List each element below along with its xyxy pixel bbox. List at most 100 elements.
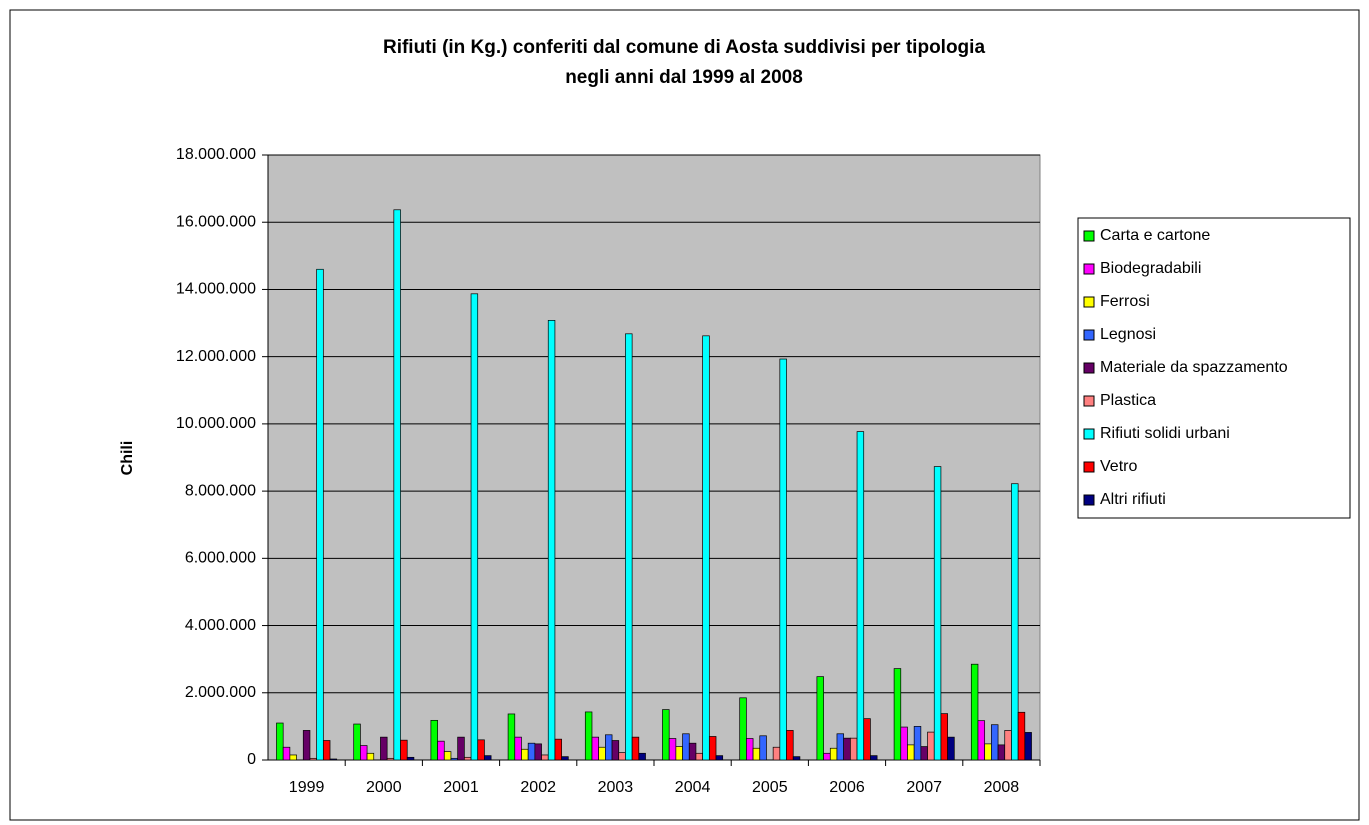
legend-label: Biodegradabili: [1100, 260, 1201, 277]
bar: [625, 333, 633, 761]
bar: [400, 739, 408, 761]
y-tick-label: 14.000.000: [176, 281, 256, 298]
bar: [792, 756, 801, 761]
bar: [380, 736, 388, 761]
bar: [561, 756, 569, 761]
bar: [702, 335, 710, 761]
bar: [668, 738, 677, 761]
bar: [443, 751, 452, 761]
x-tick-label: 2004: [675, 779, 711, 796]
legend-swatch: [1083, 230, 1095, 242]
bar: [527, 742, 536, 761]
bar: [682, 733, 690, 761]
bar: [1011, 483, 1019, 761]
bar: [739, 697, 747, 761]
bar: [870, 755, 878, 761]
y-tick-label: 12.000.000: [176, 348, 256, 365]
x-tick-label: 2007: [906, 779, 942, 796]
bar: [746, 738, 754, 761]
legend-label: Materiale da spazzamento: [1100, 359, 1288, 376]
legend-swatch: [1083, 296, 1095, 308]
y-tick-label: 8.000.000: [185, 482, 256, 499]
bar: [779, 358, 787, 761]
bar: [675, 746, 683, 761]
bar: [534, 743, 542, 761]
bar: [708, 736, 717, 761]
plot-area: [267, 154, 1041, 761]
chart-title: Rifiuti (in Kg.) conferiti dal comune di…: [383, 37, 985, 58]
bar: [752, 747, 761, 761]
legend-label: Ferrosi: [1100, 293, 1150, 310]
bar: [984, 743, 992, 761]
legend-swatch: [1083, 362, 1095, 374]
bar: [900, 726, 908, 761]
bar: [584, 711, 593, 761]
y-tick-label: 18.000.000: [176, 146, 256, 163]
bar: [521, 748, 529, 761]
bar: [863, 718, 871, 761]
y-tick-label: 4.000.000: [185, 617, 256, 634]
bar: [940, 713, 948, 761]
bar: [786, 730, 794, 761]
bar: [1024, 732, 1032, 761]
bar: [970, 663, 979, 761]
bar: [393, 209, 401, 761]
x-tick-label: 2008: [984, 779, 1020, 796]
bar: [843, 737, 851, 761]
bar: [849, 737, 858, 761]
bar: [991, 724, 999, 761]
bar: [662, 709, 670, 761]
bar: [406, 756, 415, 761]
bar: [437, 740, 445, 761]
bar: [947, 736, 955, 761]
bar: [933, 466, 942, 761]
bar: [276, 722, 284, 761]
bar: [360, 745, 368, 761]
bar: [772, 746, 781, 761]
x-tick-label: 2001: [443, 779, 479, 796]
legend-swatch: [1083, 395, 1095, 407]
x-tick-label: 2005: [752, 779, 788, 796]
bar: [547, 320, 556, 761]
bar: [457, 736, 465, 761]
bar: [554, 738, 562, 761]
bar: [322, 740, 331, 761]
x-tick-label: 2002: [520, 779, 556, 796]
bar: [477, 739, 485, 761]
x-tick-label: 2000: [366, 779, 402, 796]
legend-label: Altri rifiuti: [1100, 491, 1166, 508]
legend-swatch: [1083, 494, 1095, 506]
legend-swatch: [1083, 461, 1095, 473]
legend-label: Rifiuti solidi urbani: [1100, 425, 1230, 442]
bar: [353, 723, 361, 761]
bar: [430, 719, 438, 761]
bar: [638, 752, 646, 761]
bar: [907, 744, 915, 761]
legend-box: [1077, 217, 1351, 519]
bar: [997, 744, 1006, 761]
bar: [618, 752, 626, 761]
bar: [977, 720, 986, 761]
legend-swatch: [1083, 428, 1095, 440]
bar: [302, 730, 311, 761]
chart-title: negli anni dal 1999 al 2008: [565, 67, 803, 88]
bar: [816, 676, 824, 761]
bar: [893, 668, 902, 761]
bar: [450, 757, 459, 761]
bar: [856, 431, 865, 761]
legend-swatch: [1083, 329, 1095, 341]
bar: [591, 736, 600, 761]
legend-swatch: [1083, 263, 1095, 275]
bar: [282, 746, 291, 761]
bar: [695, 752, 703, 761]
y-tick-label: 16.000.000: [176, 213, 256, 230]
x-tick-label: 2003: [598, 779, 634, 796]
y-axis-label: Chili: [119, 441, 136, 476]
y-tick-label: 0: [247, 751, 256, 768]
bar: [470, 293, 479, 761]
bar: [507, 713, 516, 761]
bar: [631, 736, 640, 761]
bar: [1004, 730, 1012, 761]
bar: [309, 757, 317, 761]
